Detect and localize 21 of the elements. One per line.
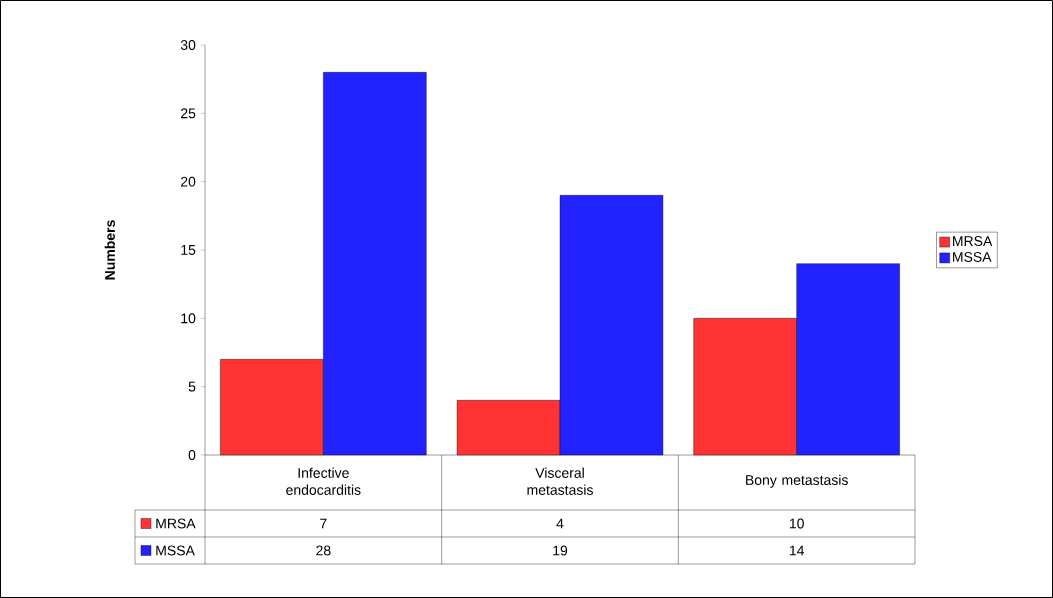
data-label: 14 [789, 545, 805, 556]
text: MRSA [953, 236, 993, 247]
y-tick-label: 25 [181, 108, 196, 119]
y-axis-title: Numbers [104, 220, 115, 280]
y-tick-label: 5 [188, 381, 196, 392]
x-tick-label: Infective endocarditis [286, 467, 361, 495]
legend-label: MRSA [156, 518, 196, 529]
y-tick-label: 0 [188, 450, 196, 460]
legend-label: MSSA [953, 251, 992, 262]
data-label: 19 [553, 545, 568, 556]
y-tick-label: 30 [180, 40, 196, 50]
data-label: 28 [316, 545, 331, 556]
x-tick-label: Bony metastasis [746, 474, 848, 488]
x-tick-label: Visceral metastasis [527, 467, 593, 495]
y-tick-label: 10 [181, 313, 196, 324]
y-tick-label: 15 [181, 245, 196, 255]
data-label: 10 [789, 518, 804, 529]
text: MSSA [156, 545, 195, 556]
y-tick-label: 20 [181, 176, 196, 187]
data-label: 7 [320, 518, 327, 529]
data-label: 4 [556, 518, 564, 529]
